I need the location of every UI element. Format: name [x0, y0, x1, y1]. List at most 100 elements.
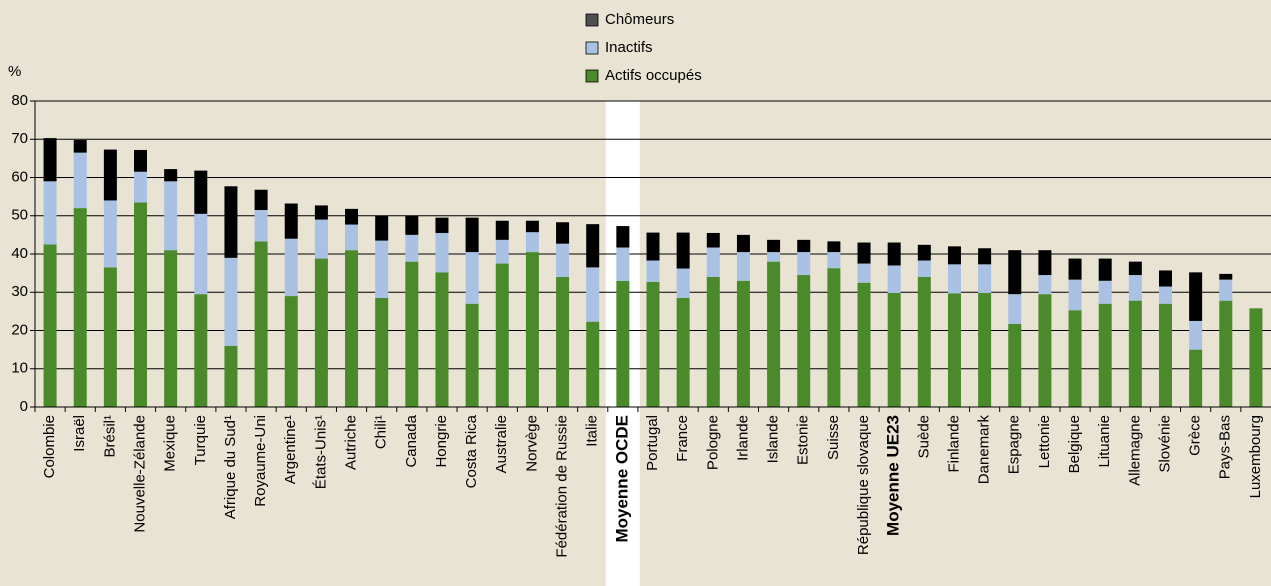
x-tick-label: Chili¹ [373, 415, 390, 449]
bar-segment [586, 321, 600, 407]
bar-segment [556, 243, 570, 277]
bar-segment [978, 293, 992, 407]
bar-segment [134, 202, 148, 407]
bar-segment [676, 268, 690, 298]
x-tick-label: Grèce [1187, 415, 1204, 456]
y-tick-label: 10 [11, 360, 28, 377]
y-tick-label: 50 [11, 207, 28, 224]
bar-segment [43, 244, 57, 407]
bar-segment [767, 261, 781, 407]
x-tick-label: Argentine¹ [282, 415, 299, 484]
bar-segment [465, 252, 479, 304]
bar-segment [284, 238, 298, 297]
x-tick-label: Mexique [162, 415, 179, 472]
x-tick-label: Costa Rica [463, 414, 480, 488]
x-tick-label: Norvège [523, 415, 540, 472]
bar-segment [706, 232, 720, 248]
bar-segment [284, 203, 298, 239]
bar-segment [345, 224, 359, 251]
bar-segment [857, 263, 871, 283]
x-tick-label: Australie [493, 415, 510, 473]
bar-segment [103, 149, 117, 201]
x-tick-label: Moyenne UE23 [884, 415, 903, 536]
bar-segment [736, 252, 750, 281]
x-tick-label: États-Unis¹ [312, 415, 329, 489]
bar-segment [314, 219, 328, 259]
bar-segment [827, 241, 841, 253]
bar-segment [1219, 273, 1233, 280]
bar-segment [978, 248, 992, 265]
bar-segment [73, 208, 87, 407]
bar-segment [1038, 275, 1052, 295]
bar-segment [676, 297, 690, 407]
bar-segment [887, 242, 901, 266]
bar-segment [405, 234, 419, 262]
bar-segment [978, 264, 992, 294]
x-tick-label: Pays-Bas [1217, 415, 1234, 479]
legend-label: Actifs occupés [605, 67, 702, 84]
bar-segment [646, 260, 660, 282]
bar-segment [1008, 294, 1022, 324]
bar-segment [797, 275, 811, 407]
bar-segment [616, 280, 630, 407]
bar-segment [1158, 270, 1172, 287]
x-tick-label: Belgique [1066, 415, 1083, 473]
bar-segment [857, 242, 871, 264]
x-tick-label: Colombie [41, 415, 58, 478]
bar-segment [284, 296, 298, 407]
legend-swatch [585, 13, 599, 27]
y-axis-label: % [8, 63, 21, 80]
bar-segment [134, 149, 148, 172]
bar-segment [767, 239, 781, 253]
bar-segment [917, 260, 931, 277]
x-tick-label: Turquie [192, 415, 209, 465]
bar-segment [736, 234, 750, 253]
x-tick-label: Portugal [644, 415, 661, 471]
bar-segment [345, 208, 359, 225]
bar-segment [556, 276, 570, 407]
bar-segment [1098, 258, 1112, 281]
bar-segment [887, 293, 901, 407]
x-tick-label: Lettonie [1036, 415, 1053, 468]
bar-segment [495, 220, 509, 240]
bar-segment [43, 181, 57, 245]
x-tick-label: Luxembourg [1247, 415, 1264, 498]
bar-segment [224, 257, 238, 346]
bar-segment [947, 246, 961, 265]
x-tick-label: Lituanie [1096, 415, 1113, 468]
bar-segment [797, 252, 811, 276]
x-tick-label: Espagne [1006, 415, 1023, 474]
bar-segment [465, 303, 479, 407]
x-tick-label: Islande [765, 415, 782, 463]
bar-segment [917, 244, 931, 261]
bar-segment [465, 217, 479, 253]
bar-segment [827, 252, 841, 269]
legend-label: Inactifs [605, 39, 653, 56]
bar-segment [314, 258, 328, 407]
bar-segment [1068, 310, 1082, 407]
bar-segment [616, 226, 630, 248]
bar-segment [887, 265, 901, 294]
bar-segment [1128, 261, 1142, 276]
x-tick-label: Afrique du Sud¹ [222, 415, 239, 519]
bar-segment [616, 247, 630, 281]
bar-segment [1219, 279, 1233, 301]
y-tick-label: 70 [11, 130, 28, 147]
bar-segment [495, 263, 509, 407]
bar-segment [164, 250, 178, 407]
bar-segment [254, 189, 268, 211]
bar-segment [405, 261, 419, 407]
bar-segment [194, 213, 208, 295]
x-tick-label: Allemagne [1126, 415, 1143, 486]
x-tick-label: Israël [71, 415, 88, 452]
bar-segment [646, 232, 660, 261]
bar-segment [314, 205, 328, 220]
bar-segment [1189, 272, 1203, 321]
x-tick-label: Suède [915, 415, 932, 458]
y-tick-label: 0 [20, 398, 28, 415]
bar-segment [1038, 250, 1052, 276]
y-tick-label: 40 [11, 245, 28, 262]
bar-segment [1189, 320, 1203, 350]
bar-segment [646, 281, 660, 407]
